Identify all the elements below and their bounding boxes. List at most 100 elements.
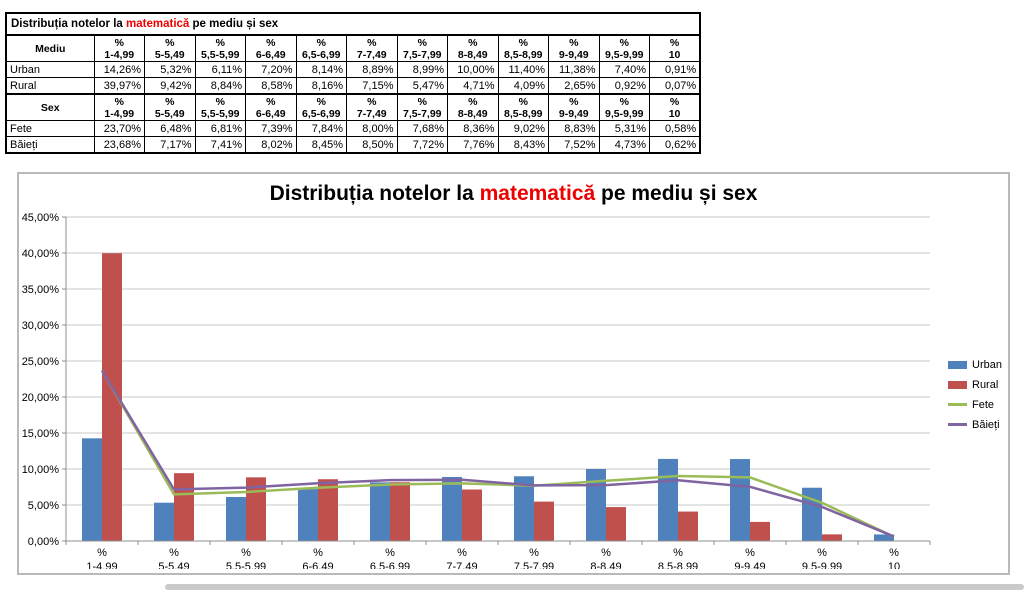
table-cell-value: 7,76% [447,136,499,154]
horizontal-scrollbar[interactable] [165,584,1024,590]
table-row-băieți: Băieți 23,68% 7,17% 7,41% 8,02% 8,45% 8,50% 7,7… [5,136,701,154]
table-title-highlight: matematică [126,18,190,30]
table-cell-value: 4,09% [497,77,549,95]
column-header: % 5,5-5,99 [194,34,246,62]
table-cell-value: 5,32% [144,61,196,78]
column-header: % 1-4,99 [93,93,145,121]
table-cell-value: 8,43% [497,136,549,154]
table-cell-value: 4,73% [598,136,650,154]
legend-label: Băieți [972,418,1000,431]
table-cell-value: 10,00% [447,61,499,78]
table-cell-value: 7,72% [396,136,448,154]
y-axis-label: 45,00% [22,212,60,224]
table-cell-value: 11,38% [548,61,600,78]
legend-entry-urban: Urban [948,358,1002,371]
x-axis-label: % 10 [888,547,900,569]
column-header: % 9,5-9,99 [598,34,650,62]
legend-label: Fete [972,398,995,411]
bar-rural [750,521,770,541]
table-cell-value: 7,20% [245,61,297,78]
column-header: % 8,5-8,99 [497,34,549,62]
column-header: % 7,5-7,99 [396,34,448,62]
column-header: % 7-7,49 [346,34,398,62]
table-cell-value: 4,71% [447,77,499,95]
table-cell-value: 7,40% [598,61,650,78]
table-cell-value: 0,62% [649,136,701,154]
column-header: % 6-6,49 [245,93,297,121]
table-cell-value: 0,58% [649,120,701,137]
bar-rural [174,473,194,541]
table-cell-value: 9,42% [144,77,196,95]
table-title-suffix: pe mediu și sex [192,18,279,30]
row-label: Fete [5,120,95,137]
legend-entry-băieți: Băieți [948,418,1002,431]
column-header: % 8,5-8,99 [497,93,549,121]
table-cell-value: 8,89% [346,61,398,78]
table-title-row: Distribuția notelor la matematică pe med… [5,12,701,36]
bar-urban [658,458,678,541]
row-label: Urban [5,61,95,78]
table-cell-value: 7,17% [144,136,196,154]
table-cell-value: 8,50% [346,136,398,154]
bar-urban [514,476,534,541]
y-axis-label: 25,00% [22,356,60,368]
bar-urban [82,438,102,541]
line-băieți [100,369,895,538]
bar-rural [246,477,266,541]
chart-title-suffix: pe mediu și sex [601,182,758,205]
bar-urban [154,502,174,541]
legend-entry-rural: Rural [948,378,1002,391]
y-axis-label: 0,00% [28,536,59,548]
x-axis-label: % 5,5-5,99 [226,547,266,569]
table-cell-value: 7,15% [346,77,398,95]
table-cell-value: 0,92% [598,77,650,95]
x-axis-label: % 8,5-8,99 [658,547,698,569]
table-cell-value: 23,70% [93,120,145,137]
bar-urban [874,534,894,541]
y-axis-label: 30,00% [22,320,60,332]
grades-distribution-table: Distribuția notelor la matematică pe med… [5,12,702,154]
x-axis-label: % 1-4,99 [86,547,117,569]
bar-rural [534,501,554,541]
table-cell-value: 8,00% [346,120,398,137]
column-header: % 8-8,49 [447,93,499,121]
column-header: % 7-7,49 [346,93,398,121]
y-axis-label: 40,00% [22,248,60,260]
x-axis-label: % 9,5-9,99 [802,547,842,569]
chart-title: Distribuția notelor la matematică pe med… [19,182,1008,206]
column-header: % 6,5-6,99 [295,34,347,62]
table-cell-value: 7,41% [194,136,246,154]
x-axis-label: % 6,5-6,99 [370,547,410,569]
column-header: % 9-9,49 [548,34,600,62]
column-header: % 5,5-5,99 [194,93,246,121]
bar-rural [606,507,626,541]
bar-urban [442,476,462,541]
table-title-prefix: Distribuția notelor la [11,18,123,30]
chart-frame: Distribuția notelor la matematică pe med… [17,172,1010,575]
table-cell-value: 7,52% [548,136,600,154]
table-cell-value: 7,84% [295,120,347,137]
y-axis-label: 35,00% [22,284,60,296]
table-cell-value: 11,40% [497,61,549,78]
x-axis-label: % 7,5-7,99 [514,547,554,569]
bar-rural [678,511,698,541]
table-cell-value: 8,58% [245,77,297,95]
x-axis-label: % 6-6,49 [302,547,333,569]
table-cell-value: 14,26% [93,61,145,78]
y-axis-label: 15,00% [22,428,60,440]
table-cell-value: 0,91% [649,61,701,78]
legend-entry-fete: Fete [948,398,1002,411]
table-title: Distribuția notelor la matematică pe med… [5,12,701,36]
column-header: % 10 [649,34,701,62]
chart-plot-area: 0,00% 5,00% 10,00% 15,00% 20,00% 25,00% 30,00%… [22,212,931,569]
x-axis-label: % 8-8,49 [590,547,621,569]
table-cell-value: 0,07% [649,77,701,95]
y-axis-label: 10,00% [22,464,60,476]
chart-title-highlight: matematică [479,182,596,205]
column-header: % 9,5-9,99 [598,93,650,121]
table-cell-value: 5,31% [598,120,650,137]
table-cell-value: 6,11% [194,61,246,78]
table-cell-value: 8,14% [295,61,347,78]
row-label: Rural [5,77,95,95]
legend-swatch-fete [948,403,967,406]
